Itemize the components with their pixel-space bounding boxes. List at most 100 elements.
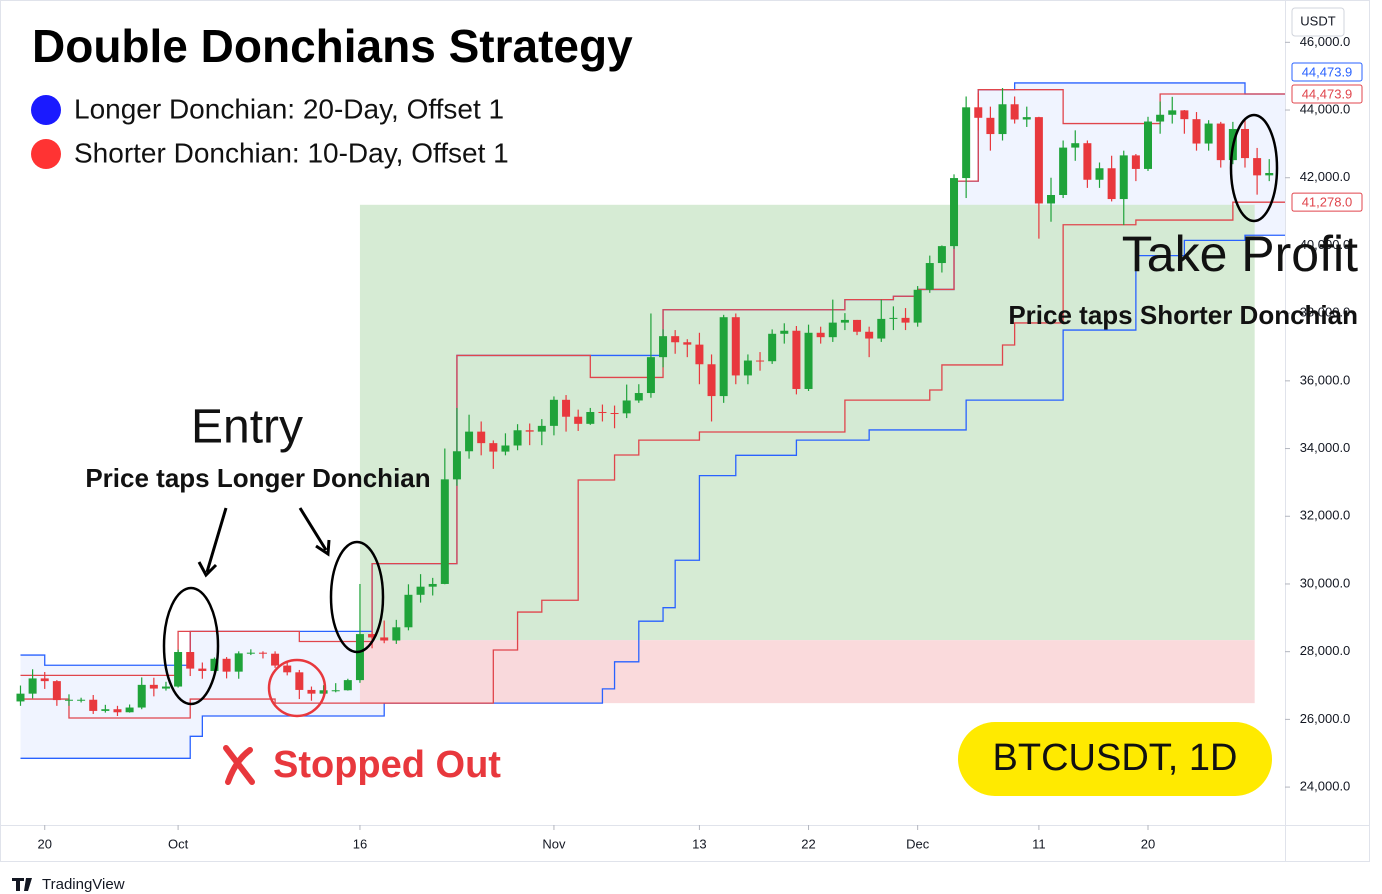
- y-tick-label: 40,000.0: [1300, 237, 1351, 252]
- candle-body: [1204, 123, 1213, 144]
- y-tick-label: 24,000.0: [1300, 779, 1351, 794]
- candle-body: [877, 318, 886, 339]
- candle-body: [489, 443, 498, 452]
- y-tick-label: 30,000.0: [1300, 575, 1351, 590]
- arrow: [298, 507, 331, 557]
- entry-label: Entry: [191, 401, 303, 454]
- x-tick-label: Oct: [168, 836, 189, 851]
- candle-body: [816, 332, 825, 338]
- candle-body: [355, 634, 364, 681]
- x-tick-label: 22: [801, 836, 815, 851]
- candle-body: [198, 668, 207, 671]
- y-tick-label: 42,000.0: [1300, 169, 1351, 184]
- candle-body: [865, 331, 874, 339]
- candle-body: [477, 431, 486, 444]
- candle-body: [295, 672, 304, 690]
- exit-note: Price taps Shorter Donchian: [1008, 300, 1358, 330]
- candle-body: [731, 317, 740, 376]
- candle-body: [77, 699, 86, 701]
- candle-body: [743, 360, 752, 376]
- candle-body: [1034, 117, 1043, 204]
- price-label: 44,473.9: [1302, 86, 1353, 101]
- y-tick-label: 28,000.0: [1300, 643, 1351, 658]
- candle-body: [1216, 123, 1225, 161]
- y-tick-label: 26,000.0: [1300, 711, 1351, 726]
- donchian-line: [20, 89, 1285, 677]
- candle-body: [695, 344, 704, 365]
- candle-body: [501, 445, 510, 452]
- donchian-line: [20, 234, 1285, 759]
- candle-body: [149, 684, 158, 689]
- candle-body: [562, 399, 571, 417]
- profit-zone: [359, 204, 1255, 641]
- chart-title: Double Donchians Strategy: [32, 20, 633, 72]
- candle-body: [1253, 158, 1262, 176]
- footer: TradingView: [42, 876, 125, 893]
- candle-body: [1180, 110, 1189, 120]
- candle-body: [853, 319, 862, 332]
- candle-body: [52, 681, 61, 701]
- stop-label: Stopped Out: [273, 744, 501, 786]
- candle-body: [1083, 143, 1092, 180]
- candle-body: [1022, 117, 1031, 120]
- candle-body: [962, 107, 971, 179]
- loss-zone: [359, 640, 1255, 704]
- candle-body: [1059, 147, 1068, 195]
- candle-body: [925, 263, 934, 290]
- candle-body: [828, 322, 837, 338]
- candle-body: [307, 689, 316, 694]
- candle-body: [913, 289, 922, 323]
- candle-body: [137, 684, 146, 708]
- price-label: 41,278.0: [1302, 195, 1353, 210]
- candle-body: [16, 693, 25, 702]
- axes: 24,000.0 26,000.0 28,000.0 30,000.0 32,000.0…: [37, 34, 1363, 851]
- footer-logo: [12, 878, 32, 891]
- candle-body: [210, 658, 219, 671]
- entry-ellipse: [329, 540, 385, 654]
- y-tick-label: 38,000.0: [1300, 305, 1351, 320]
- candle-body: [671, 336, 680, 343]
- candle-body: [222, 658, 231, 672]
- donchian-line: [20, 201, 1285, 719]
- candle-body: [125, 707, 134, 713]
- candle-body: [840, 319, 849, 323]
- candle-body: [1107, 168, 1116, 200]
- arrow: [197, 507, 228, 578]
- candle-body: [246, 652, 255, 654]
- entry-ellipse: [162, 586, 220, 706]
- candle-body: [707, 364, 716, 397]
- candle-body: [428, 583, 437, 587]
- candle-body: [513, 430, 522, 446]
- stop-icon: [223, 745, 255, 785]
- candle-body: [101, 709, 110, 711]
- candle-body: [1240, 128, 1249, 159]
- candle-body: [1156, 114, 1165, 122]
- candle-body: [1047, 194, 1056, 204]
- y-tick-label: 46,000.0: [1300, 34, 1351, 49]
- candle-body: [622, 400, 631, 414]
- entry-note: Price taps Longer Donchian: [85, 463, 430, 493]
- price-label-box: [1291, 62, 1363, 82]
- candle-body: [64, 699, 73, 701]
- candle-body: [89, 699, 98, 711]
- candle-body: [465, 431, 474, 452]
- candle-body: [234, 653, 243, 672]
- x-tick-label: 16: [353, 836, 367, 851]
- x-tick-label: 11: [1032, 836, 1046, 851]
- x-tick-label: 20: [37, 836, 51, 851]
- candle-body: [768, 333, 777, 362]
- candle-body: [283, 665, 292, 673]
- candle-body: [780, 330, 789, 334]
- candle-body: [719, 317, 728, 397]
- currency: USDT: [1300, 13, 1335, 28]
- candle-body: [1265, 172, 1274, 176]
- candle-body: [901, 317, 910, 323]
- candle-body: [440, 479, 449, 584]
- y-tick-label: 32,000.0: [1300, 508, 1351, 523]
- candle-body: [610, 413, 619, 415]
- legend-label: Longer Donchian: 20-Day, Offset 1: [74, 93, 504, 124]
- candle-body: [549, 399, 558, 426]
- candle-body: [756, 360, 765, 362]
- candle-body: [343, 680, 352, 691]
- candle-body: [792, 330, 801, 389]
